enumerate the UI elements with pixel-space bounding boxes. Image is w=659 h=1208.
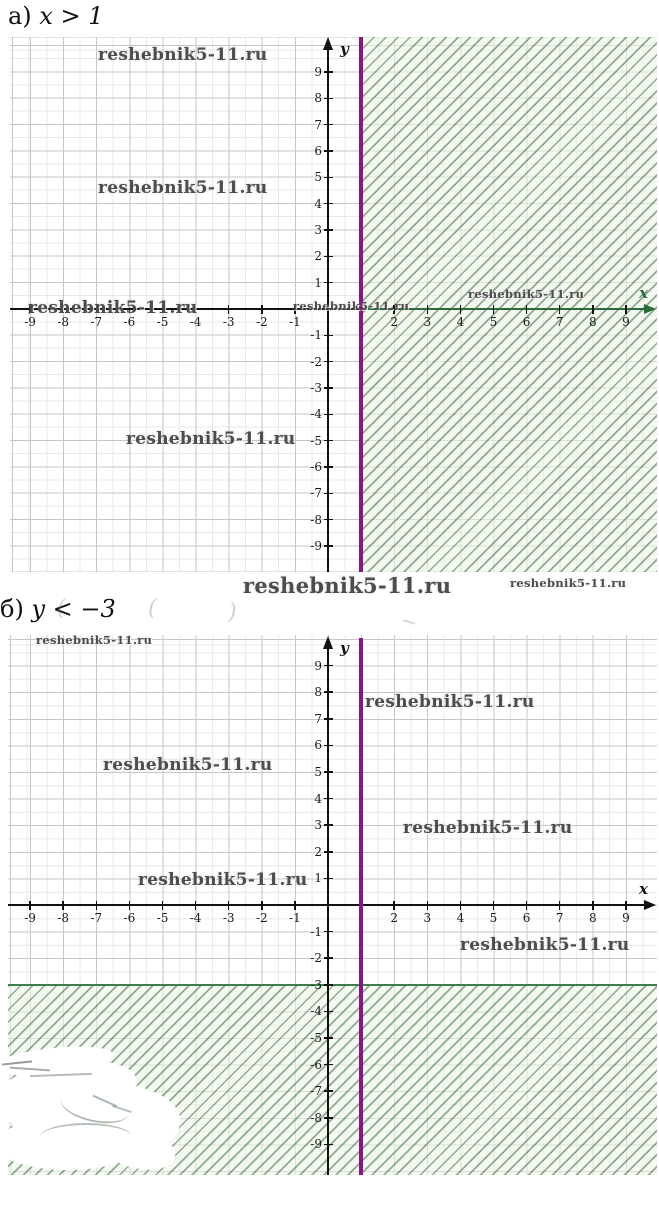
tick-label: -2 xyxy=(255,315,268,329)
tick-label: 6 xyxy=(314,738,322,753)
tick-label: -4 xyxy=(310,407,322,422)
x-axis-label-b: x xyxy=(639,880,648,898)
tick-label: 3 xyxy=(423,911,432,925)
x-axis-a-left xyxy=(10,308,361,310)
tick-label: -5 xyxy=(310,433,322,448)
tick-label: -5 xyxy=(156,911,169,925)
boundary-line-a xyxy=(359,37,363,572)
tick-label: 1 xyxy=(314,871,322,886)
watermark: reshebnik5-11.ru xyxy=(36,633,153,647)
vertical-line-b xyxy=(359,638,363,1175)
tick-label: -2 xyxy=(310,951,322,966)
tick-label: 5 xyxy=(314,765,322,779)
erased-artifact: ( xyxy=(57,596,66,621)
watermark: reshebnik5-11.ru xyxy=(293,299,410,313)
tick-label: -7 xyxy=(90,911,103,925)
watermark: reshebnik5-11.ru xyxy=(103,755,273,775)
tick-label: -1 xyxy=(289,315,301,329)
y-axis-arrow-b xyxy=(323,636,333,649)
tick-label: -4 xyxy=(189,911,202,925)
tick-label: -8 xyxy=(310,512,322,527)
watermark: reshebnik5-11.ru xyxy=(510,576,627,590)
section-b-title: б) y < −3 xyxy=(0,595,116,623)
tick-label: -9 xyxy=(310,538,322,553)
x-axis-a-right xyxy=(361,308,646,310)
tick-label: 4 xyxy=(314,196,322,211)
tick-label: 4 xyxy=(456,911,465,925)
tick-label: -6 xyxy=(123,911,136,925)
section-b-expression: y < −3 xyxy=(31,595,116,623)
tick-label: -1 xyxy=(310,328,322,343)
watermark: reshebnik5-11.ru xyxy=(243,573,452,598)
tick-label: -3 xyxy=(310,380,322,395)
watermark: reshebnik5-11.ru xyxy=(365,692,535,712)
tick-label: -3 xyxy=(222,315,235,329)
tick-label: 3 xyxy=(314,818,322,833)
tick-label: 2 xyxy=(390,911,399,925)
tick-label: 3 xyxy=(314,223,322,237)
tick-label: 6 xyxy=(314,144,322,159)
tick-label: -9 xyxy=(24,911,36,925)
x-axis-arrow-b xyxy=(644,900,656,910)
x-axis-arrow-a xyxy=(644,304,656,314)
boundary-line-b xyxy=(8,984,657,986)
tick-label: 4 xyxy=(314,791,322,806)
erased-artifact xyxy=(402,619,416,625)
erased-artifact: ) xyxy=(228,600,237,625)
section-b-label: б) xyxy=(0,595,24,623)
shaded-region-a xyxy=(361,37,657,572)
y-axis-b xyxy=(327,647,329,1175)
tick-label: 7 xyxy=(314,711,322,726)
erased-artifact: ( xyxy=(148,596,157,621)
section-a-label: а) xyxy=(8,2,32,30)
watermark: reshebnik5-11.ru xyxy=(138,870,308,890)
watermark: reshebnik5-11.ru xyxy=(403,818,573,838)
y-axis-arrow-a xyxy=(323,37,333,50)
watermark: reshebnik5-11.ru xyxy=(28,298,198,318)
section-a-expression: x > 1 xyxy=(39,2,104,30)
section-a-title: а) x > 1 xyxy=(8,2,103,30)
tick-label: 9 xyxy=(314,658,322,673)
sketch-stroke xyxy=(40,1123,132,1151)
y-axis-label-b: y xyxy=(340,639,349,657)
tick-label: -7 xyxy=(310,486,322,501)
y-axis-label-a: y xyxy=(340,40,349,58)
tick-label: -8 xyxy=(57,911,70,925)
tick-label: -3 xyxy=(222,911,235,925)
tick-label: 5 xyxy=(489,911,498,925)
watermark: reshebnik5-11.ru xyxy=(468,287,585,301)
tick-label: 7 xyxy=(314,117,322,132)
tick-label: -2 xyxy=(255,911,268,925)
y-axis-a xyxy=(327,47,329,572)
tick-label: 8 xyxy=(588,911,597,925)
tick-label: 1 xyxy=(314,275,322,290)
tick-label: 5 xyxy=(314,170,322,185)
x-axis-label-a: x xyxy=(639,284,648,302)
tick-label: -6 xyxy=(310,459,322,474)
watermark: reshebnik5-11.ru xyxy=(98,178,268,198)
tick-label: 2 xyxy=(314,249,322,264)
tick-label: -1 xyxy=(289,911,301,925)
tick-label: 8 xyxy=(314,685,322,700)
tick-label: 9 xyxy=(622,911,630,925)
watermark: reshebnik5-11.ru xyxy=(98,45,268,65)
tick-label: 8 xyxy=(314,91,322,106)
watermark: reshebnik5-11.ru xyxy=(460,935,630,955)
tick-label: 9 xyxy=(314,65,322,80)
tick-label: 7 xyxy=(555,911,564,925)
tick-label: -1 xyxy=(310,924,322,939)
tick-label: 6 xyxy=(522,911,531,925)
tick-label: -2 xyxy=(310,354,322,369)
tick-label: 2 xyxy=(314,844,322,859)
watermark: reshebnik5-11.ru xyxy=(126,429,296,449)
